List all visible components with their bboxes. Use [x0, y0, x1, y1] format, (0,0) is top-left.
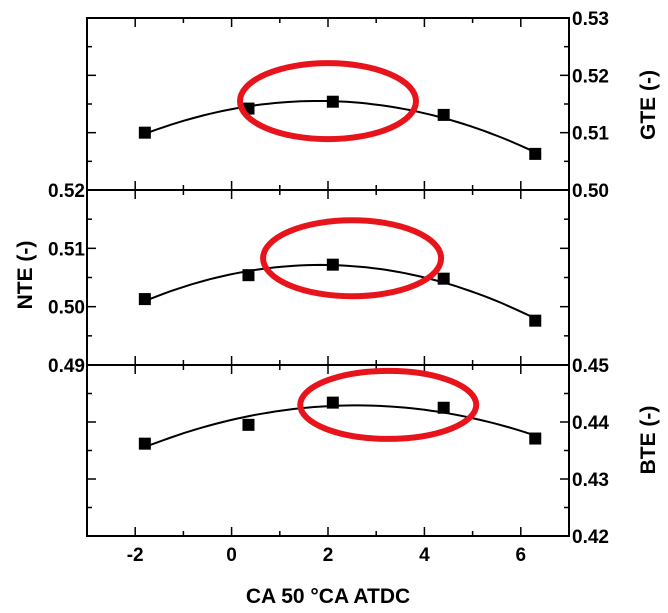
nte-y-tick-label: 0.51: [48, 239, 85, 260]
gte-data-point: [437, 108, 450, 121]
gte-y-tick-label: 0.52: [572, 66, 609, 87]
bte-data-point: [326, 396, 339, 409]
x-tick-label: 6: [516, 545, 527, 566]
nte-y-tick-label: 0.50: [48, 298, 85, 319]
bte-highlight-ellipse: [297, 367, 480, 442]
gte-y-tick-label: 0.53: [572, 9, 609, 30]
nte-panel-frame: [86, 189, 570, 366]
bte-panel-frame: [86, 364, 570, 537]
data-layer: [138, 60, 542, 450]
bte-data-point: [242, 418, 255, 431]
nte-y-tick-label: 0.52: [48, 181, 85, 202]
bte-data-point: [529, 432, 542, 445]
gte-data-point: [529, 147, 542, 160]
gte-data-point: [138, 126, 151, 139]
gte-y-tick-label: 0.51: [572, 124, 609, 145]
gte-y-tick-label: 0.50: [572, 181, 609, 202]
gte-fit-curve: [144, 100, 536, 154]
nte-data-point: [138, 293, 151, 306]
bte-y-tick-label: 0.45: [572, 356, 609, 377]
bte-y-tick-label: 0.43: [572, 470, 609, 491]
x-tick-label: 4: [419, 545, 430, 566]
bte-y-tick-label: 0.44: [572, 413, 609, 434]
nte-data-point: [242, 269, 255, 282]
nte-highlight-ellipse: [260, 217, 445, 300]
nte-data-point: [529, 314, 542, 327]
gte-highlight-ellipse: [237, 60, 419, 143]
bte-y-tick-label: 0.42: [572, 527, 609, 548]
x-tick-label: 2: [323, 545, 334, 566]
gte-axis-title: GTE (-): [637, 70, 660, 140]
nte-data-point: [437, 272, 450, 285]
x-tick-label: 0: [226, 545, 237, 566]
x-axis-title: CA 50 °CA ATDC: [246, 585, 410, 608]
nte-axis-title: NTE (-): [14, 241, 37, 310]
x-tick-label: -2: [127, 545, 144, 566]
bte-data-point: [138, 437, 151, 450]
axes-layer: [86, 17, 570, 537]
nte-y-tick-label: 0.49: [48, 356, 85, 377]
bte-data-point: [437, 401, 450, 414]
bte-axis-title: BTE (-): [637, 406, 660, 475]
gte-data-point: [326, 95, 339, 108]
nte-fit-curve: [144, 263, 536, 320]
label-layer: GTE (-) NTE (-) BTE (-) CA 50 °CA ATDC 0…: [14, 9, 660, 608]
nte-data-point: [326, 258, 339, 271]
